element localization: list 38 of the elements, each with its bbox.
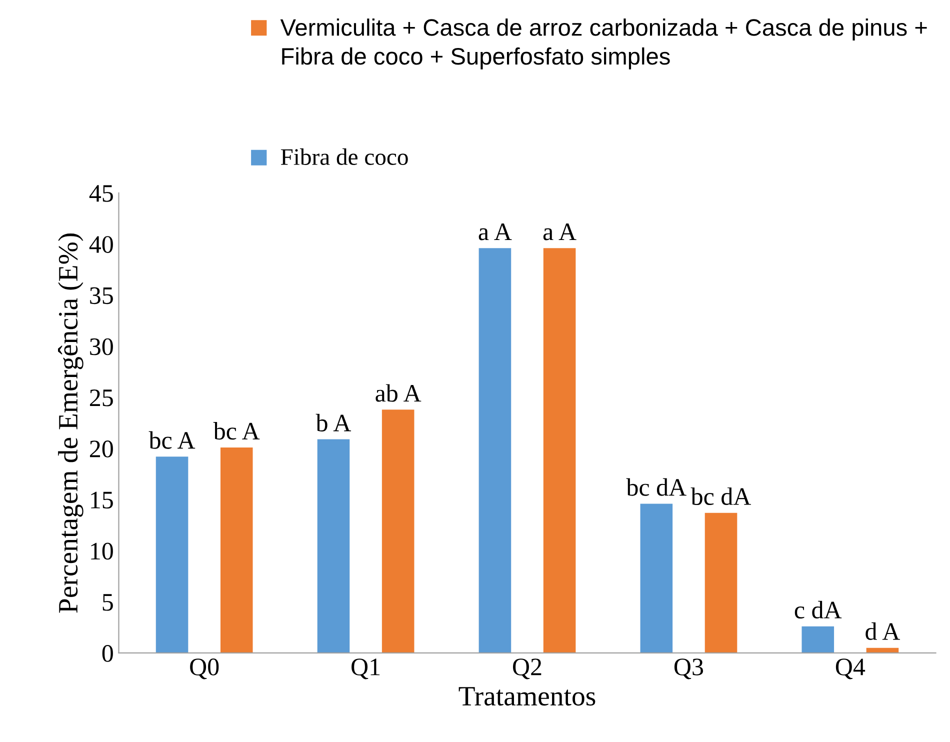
y-tick-label: 5	[102, 594, 113, 611]
y-tick-label: 0	[102, 645, 113, 662]
data-label: bc A	[148, 431, 196, 449]
bar	[478, 248, 512, 653]
y-axis-title: Percentagem de Emergência (E%)	[58, 234, 84, 613]
bar	[156, 456, 188, 653]
y-tick-label: 15	[91, 492, 113, 509]
y-tick-label: 40	[89, 236, 113, 253]
legend-label: Fibra de coco	[280, 148, 408, 166]
bar	[640, 504, 673, 653]
bar	[317, 439, 350, 653]
y-tick-label: 30	[90, 338, 113, 356]
x-tick-label: Q4	[836, 658, 866, 680]
bar	[543, 248, 576, 653]
data-label: bc A	[213, 422, 260, 440]
x-tick-label: Q3	[674, 658, 704, 680]
y-tick-label: 20	[90, 440, 113, 458]
y-tick-label: 10	[91, 542, 113, 560]
x-tick-label: Q0	[190, 658, 219, 680]
x-tick-label: Q2	[513, 658, 542, 680]
data-label: c dA	[794, 600, 842, 619]
data-label: a A	[543, 224, 576, 240]
bar	[382, 410, 414, 653]
data-label: bc dA	[626, 478, 686, 496]
bar	[220, 447, 253, 653]
bar	[802, 626, 834, 653]
data-label: ab A	[376, 384, 422, 402]
y-tick-label: 45	[89, 185, 113, 202]
data-label: bc dA	[690, 487, 752, 506]
data-label: d A	[866, 622, 900, 640]
y-tick-label: 25	[90, 390, 113, 406]
data-label: b A	[316, 414, 352, 432]
x-tick-label: Q1	[352, 658, 380, 680]
data-label: a A	[478, 224, 512, 240]
legend-label: Vermiculita + Casca de arroz carbonizada + Casca de pinus + Fibra de coco + Superfosfato simples	[280, 18, 927, 70]
bar	[704, 512, 738, 653]
x-axis-title: Tratamentos	[458, 687, 596, 706]
y-tick-label: 35	[90, 287, 113, 304]
